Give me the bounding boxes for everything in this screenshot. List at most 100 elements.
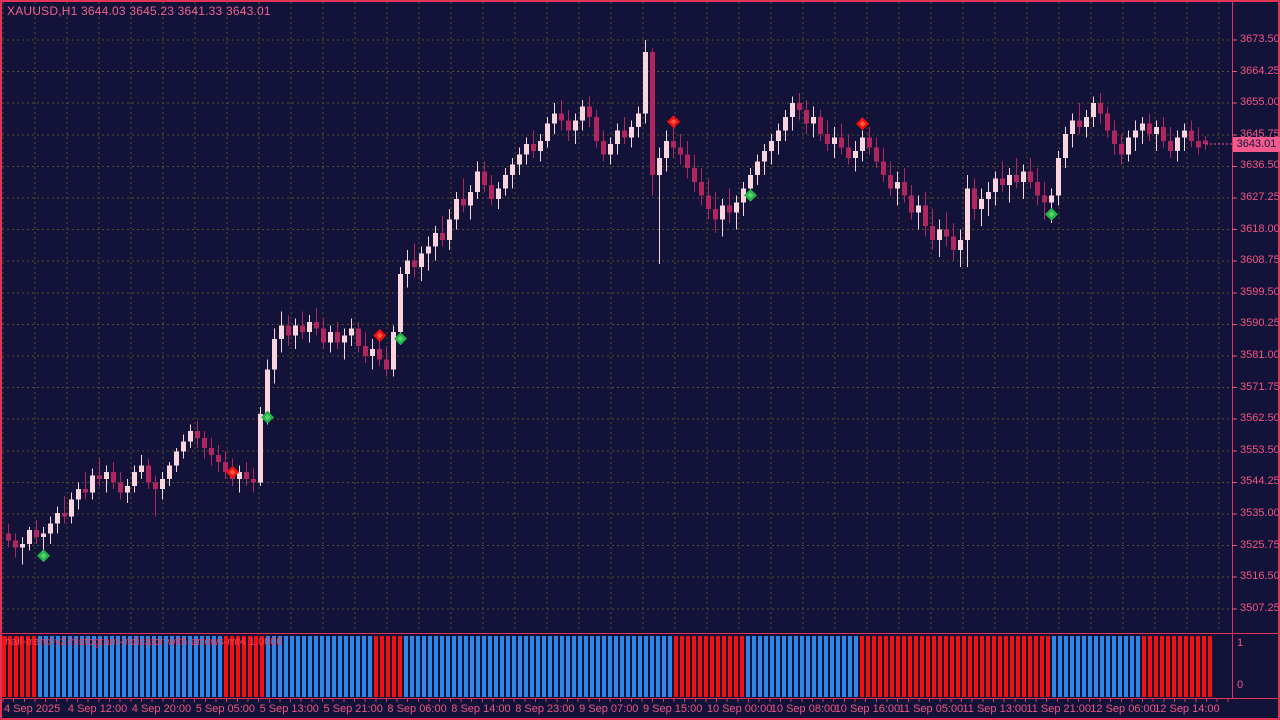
price-axis-label: 3645.75: [1240, 127, 1280, 140]
histogram-bar-up: [464, 636, 468, 697]
histogram-bar-down: [1190, 636, 1194, 697]
bear-candle: [209, 448, 214, 456]
bull-candle: [76, 489, 81, 500]
bull-candle: [90, 475, 95, 493]
histogram-bar-down: [1154, 636, 1158, 697]
bear-candle: [223, 461, 228, 473]
bull-candle: [741, 188, 746, 203]
histogram-bar-down: [692, 636, 696, 697]
histogram-bar-up: [524, 636, 528, 697]
histogram-bar-up: [488, 636, 492, 697]
time-axis-label: 12 Sep 06:00: [1090, 703, 1156, 715]
bear-candle: [1189, 130, 1194, 141]
histogram-bar-down: [398, 636, 402, 697]
bear-candle: [951, 236, 956, 251]
histogram-bar-up: [758, 636, 762, 697]
histogram-bar-down: [248, 636, 252, 697]
bull-candle: [1126, 137, 1131, 155]
histogram-bar-up: [92, 636, 96, 697]
bear-candle: [909, 195, 914, 213]
histogram-bar-up: [44, 636, 48, 697]
bull-candle: [643, 51, 648, 114]
histogram-bar-up: [566, 636, 570, 697]
histogram-bar-up: [416, 636, 420, 697]
time-axis-label: 8 Sep 14:00: [451, 703, 511, 715]
bull-candle: [580, 106, 585, 121]
time-axis-label: 5 Sep 21:00: [323, 703, 383, 715]
time-axis-label: 8 Sep 06:00: [387, 703, 447, 715]
bear-candle: [650, 51, 655, 175]
histogram-bar-up: [602, 636, 606, 697]
histogram-bar-down: [698, 636, 702, 697]
histogram-bar-up: [332, 636, 336, 697]
histogram-bar-up: [284, 636, 288, 697]
histogram-bar-up: [1064, 636, 1068, 697]
histogram-bar-up: [656, 636, 660, 697]
histogram-bar-up: [794, 636, 798, 697]
bear-candle: [797, 103, 802, 111]
time-axis-label: 8 Sep 23:00: [515, 703, 575, 715]
histogram-bar-down: [230, 636, 234, 697]
histogram-bar-up: [350, 636, 354, 697]
axis-ticks: [2, 39, 1237, 702]
bull-candle: [860, 137, 865, 152]
bear-candle: [251, 478, 256, 483]
time-axis-label: 4 Sep 2025: [4, 703, 61, 715]
histogram-bar-up: [836, 636, 840, 697]
histogram-bar-up: [542, 636, 546, 697]
histogram-bar-up: [830, 636, 834, 697]
bear-candle: [867, 137, 872, 148]
bear-candle: [944, 229, 949, 237]
bear-candle: [685, 154, 690, 169]
bear-candle: [195, 431, 200, 438]
price-axis-label: 3581.00: [1240, 349, 1280, 361]
histogram-bar-down: [386, 636, 390, 697]
histogram-bar-up: [158, 636, 162, 697]
bear-candle: [846, 147, 851, 158]
histogram-bar-up: [1100, 636, 1104, 697]
histogram-bar-up: [650, 636, 654, 697]
price-axis-label: 3664.25: [1240, 64, 1280, 77]
histogram-bar-down: [1022, 636, 1026, 697]
bull-candle: [433, 233, 438, 247]
histogram-bar-up: [410, 636, 414, 697]
histogram-bar-down: [872, 636, 876, 697]
bear-candle: [356, 328, 361, 346]
histogram-bar-up: [62, 636, 66, 697]
grid-lines: [2, 2, 1231, 631]
histogram-bar-up: [578, 636, 582, 697]
bull-candle: [1154, 127, 1159, 134]
histogram-bar-down: [740, 636, 744, 697]
histogram-bar-up: [548, 636, 552, 697]
bull-candle: [916, 205, 921, 213]
histogram-bar-down: [710, 636, 714, 697]
histogram-bar-up: [752, 636, 756, 697]
bull-candle: [755, 161, 760, 175]
histogram-bar-up: [1052, 636, 1056, 697]
histogram-bar-up: [1070, 636, 1074, 697]
bull-candle: [769, 140, 774, 152]
bear-candle: [1147, 123, 1152, 134]
histogram-bar-down: [1028, 636, 1032, 697]
histogram-bar-up: [80, 636, 84, 697]
bull-candle: [27, 530, 32, 544]
histogram-bar-up: [272, 636, 276, 697]
histogram-bar-down: [2, 636, 6, 697]
bear-candle: [489, 185, 494, 199]
histogram-bar-up: [1118, 636, 1122, 697]
bear-candle: [699, 181, 704, 196]
bear-candle: [594, 116, 599, 141]
bear-candle: [706, 195, 711, 210]
histogram-bar-down: [1172, 636, 1176, 697]
bull-candle: [853, 151, 858, 158]
histogram-bar-up: [104, 636, 108, 697]
histogram-bar-up: [176, 636, 180, 697]
histogram-bar-up: [644, 636, 648, 697]
price-axis-label: 3544.25: [1240, 475, 1280, 488]
histogram-bar-down: [926, 636, 930, 697]
bull-candle: [468, 192, 473, 206]
price-axis-label: 3571.75: [1240, 380, 1280, 393]
histogram-bar-up: [50, 636, 54, 697]
bull-candle: [1091, 103, 1096, 117]
